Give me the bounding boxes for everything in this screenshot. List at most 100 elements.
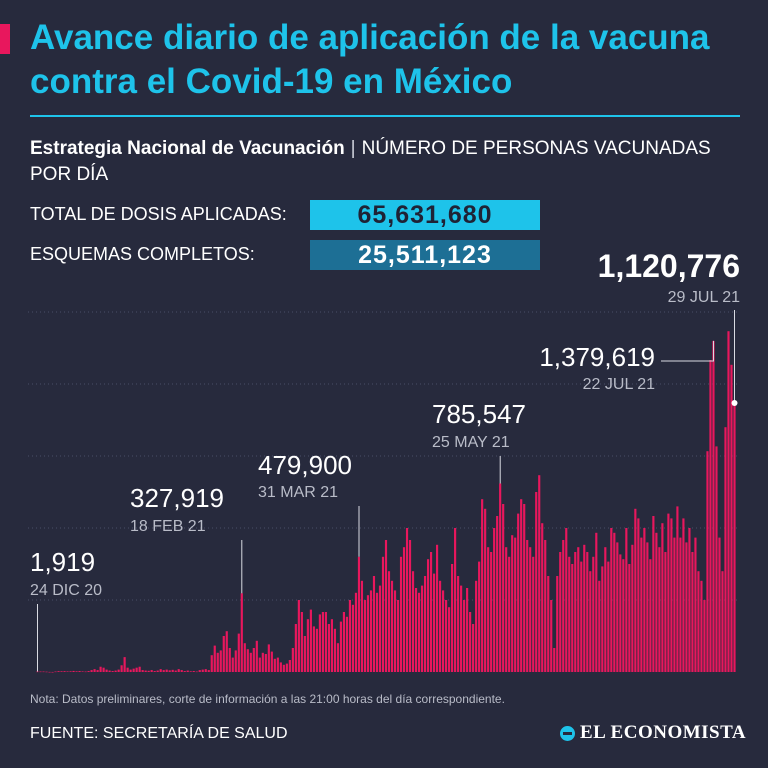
annotation-date-3: 25 MAY 21 xyxy=(432,434,510,451)
bar-28 xyxy=(120,665,123,672)
bar-218 xyxy=(691,552,694,672)
bar-72 xyxy=(252,648,255,672)
bar-134 xyxy=(439,580,442,672)
bar-191 xyxy=(610,528,613,672)
bar-201 xyxy=(640,537,643,672)
bar-184 xyxy=(589,571,592,672)
bar-59 xyxy=(213,645,216,672)
bar-53 xyxy=(195,671,198,673)
bar-93 xyxy=(315,628,318,672)
annotation-date-4: 22 JUL 21 xyxy=(583,376,655,393)
bar-169 xyxy=(544,540,547,672)
bar-116 xyxy=(384,540,388,672)
bar-87 xyxy=(297,600,300,672)
bar-69 xyxy=(243,643,246,672)
bar-30 xyxy=(126,667,129,672)
bar-58 xyxy=(210,655,213,672)
bar-205 xyxy=(652,516,655,672)
bar-212 xyxy=(673,537,676,672)
bar-226 xyxy=(715,446,718,672)
bar-85 xyxy=(291,648,294,672)
bar-129 xyxy=(423,576,427,672)
bar-23 xyxy=(105,669,108,672)
bar-223 xyxy=(706,451,709,672)
bar-124 xyxy=(408,540,412,672)
bar-138 xyxy=(451,564,454,672)
bar-66 xyxy=(234,650,237,672)
bar-73 xyxy=(255,640,258,672)
bar-29 xyxy=(123,657,126,672)
bar-92 xyxy=(312,626,315,672)
bar-79 xyxy=(273,658,276,672)
bar-130 xyxy=(426,559,430,672)
bar-175 xyxy=(562,540,565,672)
bar-32 xyxy=(132,668,135,672)
bar-136 xyxy=(445,600,448,672)
bar-6 xyxy=(54,671,57,673)
annotation-date-1: 18 FEB 21 xyxy=(130,518,206,535)
bar-50 xyxy=(186,670,189,672)
bar-149 xyxy=(484,508,487,672)
bar-63 xyxy=(225,631,228,672)
bar-104 xyxy=(348,600,352,672)
annotation-value-0: 1,919 xyxy=(30,547,95,577)
bar-106 xyxy=(354,592,358,672)
bar-187 xyxy=(598,580,601,672)
bar-188 xyxy=(601,566,604,672)
bar-46 xyxy=(174,670,177,672)
bar-38 xyxy=(150,670,153,672)
bar-128 xyxy=(420,585,424,672)
brand-logo: EL ECONOMISTA xyxy=(560,722,746,744)
bar-216 xyxy=(685,542,688,672)
bar-43 xyxy=(165,669,168,672)
bar-16 xyxy=(84,671,87,673)
bar-68 xyxy=(240,593,243,672)
bar-190 xyxy=(607,561,610,672)
bar-112 xyxy=(372,576,376,672)
bar-170 xyxy=(547,576,550,672)
bar-172 xyxy=(553,648,556,672)
bar-203 xyxy=(646,542,649,672)
bar-154 xyxy=(499,483,502,672)
bar-13 xyxy=(75,671,78,672)
bar-74 xyxy=(258,657,261,672)
bar-198 xyxy=(631,544,634,672)
bar-9 xyxy=(63,671,66,672)
bar-97 xyxy=(327,624,330,672)
bar-160 xyxy=(517,513,520,672)
bar-186 xyxy=(595,532,598,672)
bar-117 xyxy=(387,571,391,672)
bar-11 xyxy=(69,671,72,672)
bar-18 xyxy=(90,670,93,672)
bar-231 xyxy=(730,364,733,672)
bar-183 xyxy=(586,552,589,672)
bar-150 xyxy=(487,547,490,672)
bar-139 xyxy=(454,528,457,672)
bar-77 xyxy=(267,644,270,672)
bar-21 xyxy=(99,666,102,672)
bar-204 xyxy=(649,559,652,672)
bar-152 xyxy=(493,528,496,672)
annotation-date-2: 31 MAR 21 xyxy=(258,484,338,501)
bar-0 xyxy=(36,671,39,673)
annotation-date-5: 29 JUL 21 xyxy=(668,289,740,306)
bar-213 xyxy=(676,506,679,672)
bar-62 xyxy=(222,636,225,672)
bar-3 xyxy=(45,671,48,673)
bar-40 xyxy=(156,670,159,672)
bar-207 xyxy=(658,547,661,672)
bar-122 xyxy=(402,547,406,672)
bar-83 xyxy=(285,663,288,672)
bar-52 xyxy=(192,671,195,672)
bar-181 xyxy=(580,561,583,672)
bar-102 xyxy=(342,612,346,672)
bar-120 xyxy=(396,600,400,672)
bar-86 xyxy=(294,624,297,672)
bar-146 xyxy=(475,580,478,672)
bar-173 xyxy=(556,576,559,672)
bar-126 xyxy=(414,588,418,672)
annotation-date-0: 24 DIC 20 xyxy=(30,582,102,599)
bar-225 xyxy=(712,340,715,672)
brand-name: EL ECONOMISTA xyxy=(580,722,747,743)
